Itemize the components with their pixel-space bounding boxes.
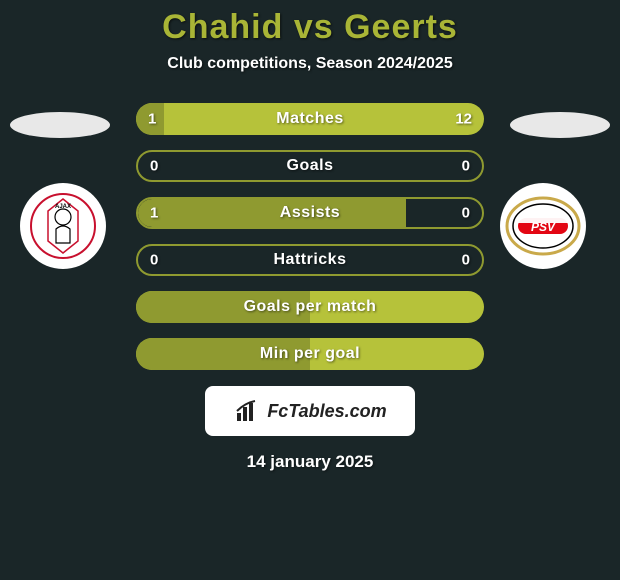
svg-text:PSV: PSV [531,220,556,234]
stat-label: Min per goal [260,345,360,363]
stat-label: Hattricks [274,251,347,269]
player-left-silhouette [10,112,110,138]
stat-row: Goals per match [136,291,484,323]
stat-value-right: 0 [462,158,470,175]
svg-text:AJAX: AJAX [55,204,71,210]
footer-date: 14 january 2025 [247,452,374,472]
stat-row: Min per goal [136,338,484,370]
stat-label: Goals per match [244,298,377,316]
stat-row: Goals 0 0 [136,150,484,182]
brand-badge: FcTables.com [205,386,415,436]
club-badge-right: PSV [500,183,600,269]
comparison-card: Chahid vs Geerts Club competitions, Seas… [0,0,620,580]
stat-value-left: 1 [150,205,158,222]
stat-value-left: 0 [150,158,158,175]
content-area: AJAX PSV Matches112Goals00Assists10Hattr… [0,103,620,370]
stats-list: Matches112Goals00Assists10Hattricks00Goa… [136,103,484,370]
stat-value-left: 1 [148,111,156,128]
stat-row: Assists 1 0 [136,197,484,229]
brand-logo-icon [233,397,261,425]
stat-value-right: 0 [462,205,470,222]
stat-row: Matches 1 12 [136,103,484,135]
stat-value-left: 0 [150,252,158,269]
page-title: Chahid vs Geerts [162,8,458,47]
stat-row: Hattricks 0 0 [136,244,484,276]
psv-badge-icon: PSV [500,183,586,269]
player-right-silhouette [510,112,610,138]
stat-label: Matches [276,110,344,128]
subtitle: Club competitions, Season 2024/2025 [167,55,452,73]
stat-value-right: 12 [455,111,472,128]
stat-value-right: 0 [462,252,470,269]
brand-text: FcTables.com [267,401,386,422]
stat-label: Goals [287,157,334,175]
stat-label: Assists [280,204,340,222]
club-badge-left: AJAX [20,183,120,269]
ajax-badge-icon: AJAX [20,183,106,269]
